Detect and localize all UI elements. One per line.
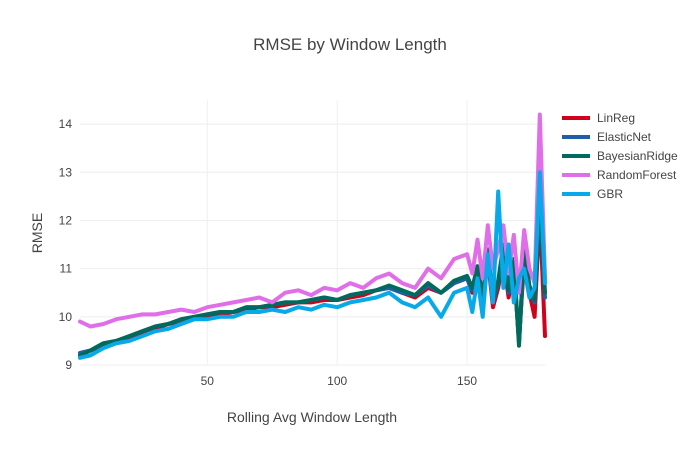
y-tick-label: 13 [59,165,73,179]
legend: LinReg ElasticNet BayesianRidge RandomFores… [562,111,678,201]
grid [80,100,545,366]
legend-label: LinReg [597,111,635,125]
axes: 9 10 11 12 13 14 50 100 150 [59,117,478,388]
x-tick-label: 150 [457,374,477,388]
legend-label: BayesianRidge [597,149,678,163]
y-tick-label: 9 [65,358,72,372]
x-tick-label: 100 [327,374,347,388]
x-tick-label: 50 [201,374,215,388]
series-lines [78,112,547,360]
y-axis-label: RMSE [29,213,45,253]
y-tick-label: 11 [60,262,73,276]
chart-title: RMSE by Window Length [253,35,447,54]
x-axis-label: Rolling Avg Window Length [227,409,397,425]
legend-label: RandomForest [597,168,677,182]
legend-label: GBR [597,187,623,201]
y-tick-label: 12 [59,213,73,227]
y-tick-label: 14 [59,117,73,131]
legend-label: ElasticNet [597,130,652,144]
series-line-gbr [78,170,547,360]
y-tick-label: 10 [59,310,73,324]
